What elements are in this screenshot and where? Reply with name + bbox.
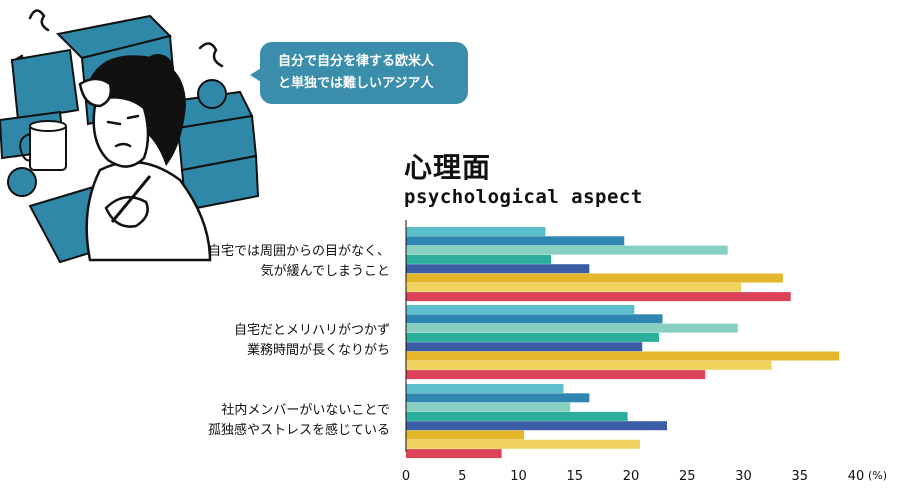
- bar-g2-s2: [406, 314, 663, 324]
- bubble-line-1: 自分で自分を律する欧米人: [278, 54, 435, 69]
- x-tick-label-35: 35: [791, 469, 808, 484]
- bar-g2-s7: [406, 360, 772, 370]
- category-1-line-1: 自宅では周囲からの目がなく、: [207, 244, 390, 259]
- bar-g2-s1: [406, 305, 635, 314]
- x-tick-label-40: 40: [848, 469, 865, 484]
- x-axis-unit: (%): [868, 469, 887, 482]
- x-tick-label-15: 15: [566, 469, 583, 484]
- bubble-line-2: と単独では難しいアジア人: [278, 76, 434, 91]
- bar-g1-s3: [406, 245, 728, 255]
- x-tick-label-20: 20: [623, 469, 640, 484]
- category-label-1: 自宅では周囲からの目がなく、 気が緩んでしまうこと: [150, 242, 390, 282]
- bar-g3-s2: [406, 393, 590, 403]
- bar-g3-s7: [406, 439, 640, 449]
- bar-g3-s3: [406, 402, 571, 412]
- bar-g2-s5: [406, 342, 643, 352]
- bar-g1-s6: [406, 273, 783, 283]
- category-3-line-1: 社内メンバーがいないことで: [221, 403, 390, 418]
- bar-g2-s8: [406, 370, 706, 380]
- bar-g2-s4: [406, 332, 660, 342]
- category-2-line-2: 業務時間が長くなりがち: [246, 343, 390, 358]
- x-tick-label-30: 30: [735, 469, 752, 484]
- bar-g3-s4: [406, 411, 628, 421]
- bar-g3-s5: [406, 421, 667, 431]
- category-label-3: 社内メンバーがいないことで 孤独感やストレスを感じている: [150, 401, 390, 441]
- bar-g1-s8: [406, 292, 791, 302]
- x-tick-label-0: 0: [402, 469, 410, 484]
- bar-g2-s3: [406, 323, 738, 333]
- chart-title: 心理面: [404, 151, 492, 184]
- bar-g2-s6: [406, 351, 840, 361]
- stressed-woman-illustration: [0, 9, 260, 264]
- bar-g1-s5: [406, 264, 590, 274]
- bar-g3-s8: [406, 449, 502, 459]
- x-tick-label-10: 10: [510, 469, 527, 484]
- category-label-2: 自宅だとメリハリがつかず 業務時間が長くなりがち: [150, 321, 390, 361]
- category-3-line-2: 孤独感やストレスを感じている: [207, 423, 390, 438]
- bar-g1-s7: [406, 282, 742, 292]
- chart-subtitle: psychological aspect: [404, 186, 643, 208]
- bar-g3-s1: [406, 384, 564, 393]
- x-tick-label-25: 25: [679, 469, 696, 484]
- bar-g1-s2: [406, 236, 625, 246]
- speech-bubble: 自分で自分を律する欧米人 と単独では難しいアジア人: [250, 42, 468, 104]
- bar-g3-s6: [406, 430, 525, 440]
- category-2-line-1: 自宅だとメリハリがつかず: [233, 323, 390, 338]
- x-tick-label-5: 5: [458, 469, 466, 484]
- bar-g1-s4: [406, 254, 552, 264]
- bar-g1-s1: [406, 227, 546, 236]
- category-1-line-2: 気が緩んでしまうこと: [260, 264, 390, 279]
